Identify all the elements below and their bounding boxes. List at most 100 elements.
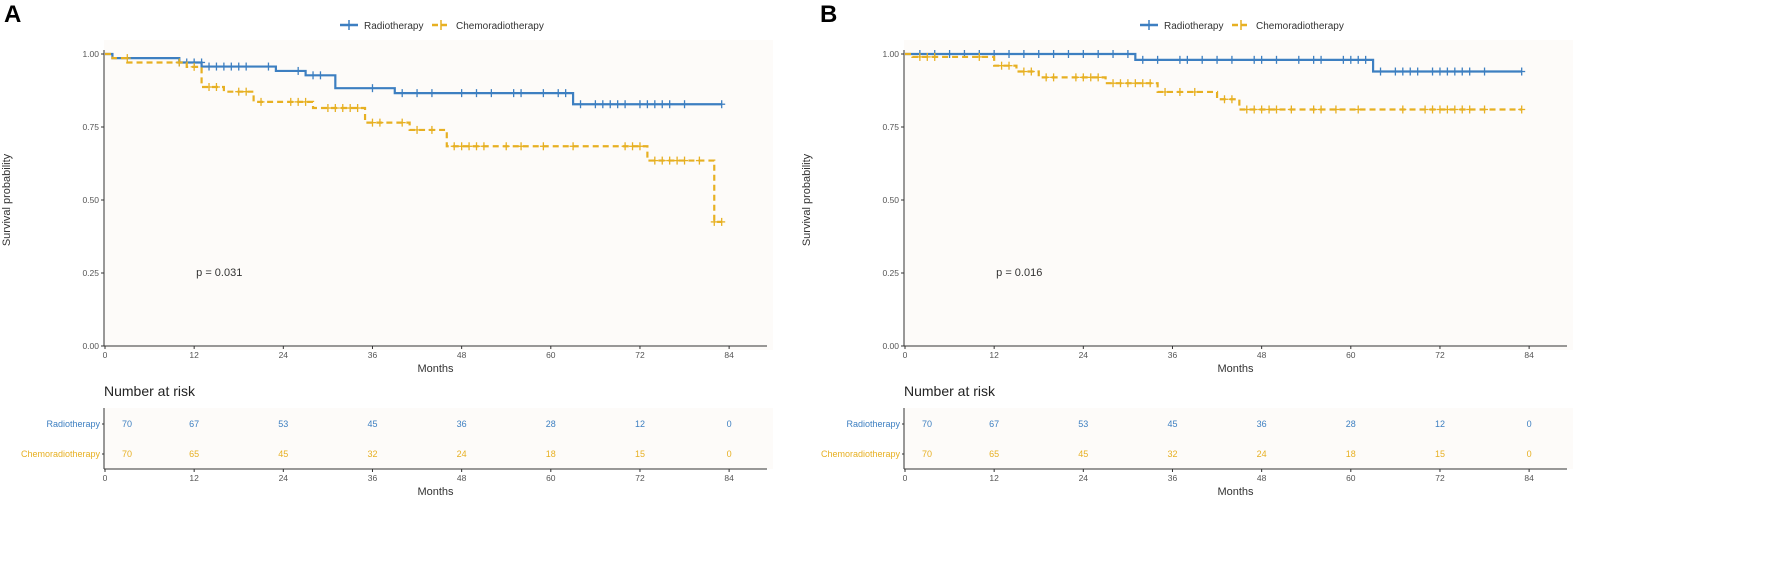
legend-label-radiotherapy: Radiotherapy [1164,21,1223,32]
risk-x-tick-label: 84 [724,473,734,483]
legend: Radiotherapy Chemoradiotherapy [340,20,544,32]
risk-count: 36 [457,419,467,429]
risk-x-axis-label: Months [417,486,454,498]
x-tick-label: 60 [546,350,556,360]
p-value-annotation: p = 0.016 [996,267,1042,279]
risk-x-tick-label: 36 [368,473,378,483]
risk-count: 36 [1257,419,1267,429]
risk-count: 28 [546,419,556,429]
risk-x-tick-label: 36 [1168,473,1178,483]
y-tick-label: 0.75 [882,122,899,132]
y-tick-label: 0.75 [82,122,99,132]
x-axis-label: Months [417,363,454,375]
risk-count: 65 [989,449,999,459]
y-axis-label: Survival probability [1,153,13,246]
risk-x-tick-label: 48 [457,473,467,483]
risk-count: 12 [635,419,645,429]
x-tick-label: 24 [279,350,289,360]
risk-x-tick-label: 12 [189,473,199,483]
risk-x-tick-label: 48 [1257,473,1267,483]
risk-count: 0 [727,419,732,429]
x-tick-label: 12 [989,350,999,360]
x-tick-label: 36 [368,350,378,360]
risk-count: 70 [922,449,932,459]
x-tick-label: 60 [1346,350,1356,360]
risk-table-title: Number at risk [904,383,996,399]
risk-count: 45 [367,419,377,429]
risk-x-tick-label: 0 [103,473,108,483]
risk-x-tick-label: 60 [546,473,556,483]
risk-count: 70 [922,419,932,429]
risk-count: 67 [989,419,999,429]
panel-label: B [820,1,837,28]
risk-count: 53 [1078,419,1088,429]
risk-row-label: Radiotherapy [846,419,900,429]
risk-table: Number at risk Radiotherapy 70 67 53 45 36 28 12… [821,383,1573,498]
risk-count: 24 [457,449,467,459]
risk-count: 0 [1527,449,1532,459]
risk-count: 0 [727,449,732,459]
risk-count: 53 [278,419,288,429]
x-tick-label: 72 [1435,350,1445,360]
plot-background [904,40,1573,350]
y-tick-label: 0.25 [882,268,899,278]
risk-x-tick-label: 24 [1079,473,1089,483]
y-tick-label: 0.50 [82,195,99,205]
risk-count: 15 [1435,449,1445,459]
risk-count: 28 [1346,419,1356,429]
risk-table: Number at risk Radiotherapy 70 67 53 45 36 28 12… [21,383,773,498]
legend-label-radiotherapy: Radiotherapy [364,21,423,32]
risk-x-tick-label: 72 [635,473,645,483]
risk-count: 24 [1257,449,1267,459]
panel-b: B Radiotherapy Chemoradiotherapy 0.00 0.25 0.… [801,1,1573,498]
x-tick-label: 48 [1257,350,1267,360]
plot-background [104,40,773,350]
km-curve-chemoradiotherapy [905,52,1522,111]
p-value-annotation: p = 0.031 [196,267,242,279]
risk-x-tick-label: 24 [279,473,289,483]
y-tick-label: 0.00 [82,341,99,351]
x-tick-label: 0 [903,350,908,360]
x-tick-label: 72 [635,350,645,360]
y-axis-label: Survival probability [801,153,813,246]
risk-count: 45 [1078,449,1088,459]
risk-x-tick-label: 60 [1346,473,1356,483]
risk-count: 32 [1167,449,1177,459]
legend-label-chemoradiotherapy: Chemoradiotherapy [1256,21,1344,32]
y-tick-label: 0.50 [882,195,899,205]
x-tick-label: 84 [724,350,734,360]
x-tick-label: 48 [457,350,467,360]
risk-count: 65 [189,449,199,459]
legend-label-chemoradiotherapy: Chemoradiotherapy [456,21,544,32]
risk-table-title: Number at risk [104,383,196,399]
y-tick-label: 0.00 [882,341,899,351]
risk-count: 45 [278,449,288,459]
risk-count: 70 [122,449,132,459]
x-axis-label: Months [1217,363,1254,375]
risk-count: 18 [1346,449,1356,459]
risk-x-axis-label: Months [1217,486,1254,498]
x-tick-label: 0 [103,350,108,360]
risk-count: 32 [367,449,377,459]
risk-x-tick-label: 12 [989,473,999,483]
risk-count: 15 [635,449,645,459]
risk-row-label: Chemoradiotherapy [21,449,101,459]
risk-x-tick-label: 72 [1435,473,1445,483]
legend: Radiotherapy Chemoradiotherapy [1140,20,1344,32]
km-curve-radiotherapy [105,52,722,106]
x-tick-label: 36 [1168,350,1178,360]
risk-count: 0 [1527,419,1532,429]
panel-a: A Radiotherapy Chemoradiotherapy 0.00 0.25 0.… [1,1,773,498]
risk-count: 67 [189,419,199,429]
risk-table-background [904,408,1573,469]
risk-count: 70 [122,419,132,429]
y-tick-label: 1.00 [82,49,99,59]
y-tick-label: 0.25 [82,268,99,278]
risk-x-tick-label: 84 [1524,473,1534,483]
risk-row-label: Chemoradiotherapy [821,449,901,459]
risk-table-background [104,408,773,469]
panel-label: A [4,1,21,28]
y-tick-label: 1.00 [882,49,899,59]
risk-count: 12 [1435,419,1445,429]
